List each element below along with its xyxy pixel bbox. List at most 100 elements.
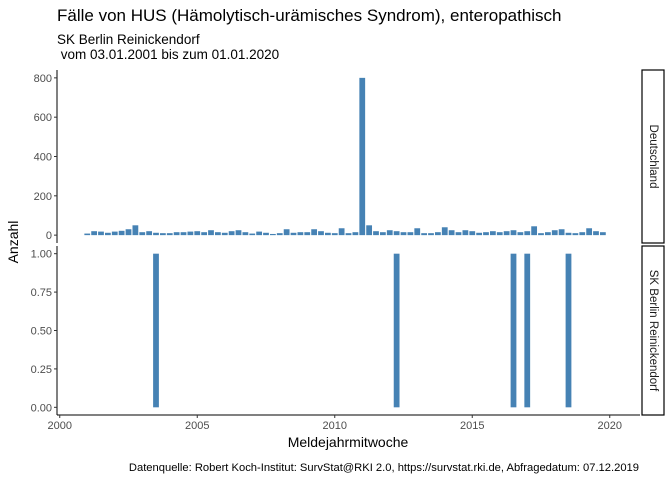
x-tick-label: 2010 [323, 420, 347, 432]
bar [593, 231, 599, 236]
bar [531, 226, 538, 236]
bar [352, 232, 359, 236]
y-tick-label: 0.25 [31, 364, 52, 376]
y-tick-label: 200 [34, 191, 52, 203]
bar [228, 231, 235, 236]
bar [400, 232, 407, 236]
bar [132, 225, 139, 236]
bar [91, 231, 98, 236]
bar [276, 233, 283, 236]
bar [434, 232, 441, 236]
bar [304, 232, 311, 236]
bar [139, 232, 146, 236]
bar [153, 253, 159, 408]
y-tick-label: 0 [46, 230, 52, 242]
bar [503, 231, 510, 236]
bar [104, 232, 111, 236]
bar [599, 232, 606, 236]
bar [208, 230, 214, 236]
bar [269, 233, 276, 236]
bar [331, 233, 338, 236]
bar [428, 233, 434, 236]
strip-box [641, 245, 665, 416]
bar [235, 230, 242, 236]
bar [249, 233, 256, 236]
bar [318, 231, 324, 236]
bar [455, 232, 462, 236]
bar [338, 228, 345, 236]
bar [489, 231, 496, 236]
bar [194, 231, 201, 236]
bar [345, 233, 352, 236]
x-axis-title: Meldejahrmitwoche [288, 434, 409, 450]
bar [476, 232, 483, 236]
bar [579, 232, 586, 236]
bar [242, 232, 249, 236]
chart-subtitle-line2: vom 03.01.2001 bis zum 01.01.2020 [57, 47, 279, 62]
bar [517, 232, 524, 236]
bar [469, 231, 476, 236]
x-tick-label: 2020 [598, 420, 622, 432]
bar [201, 232, 208, 236]
bar [311, 229, 318, 236]
bar [180, 232, 187, 236]
bar [393, 253, 400, 408]
bar [373, 231, 379, 236]
bar [84, 233, 91, 236]
x-tick-label: 2015 [460, 420, 484, 432]
bar [324, 232, 331, 236]
bar [290, 232, 297, 236]
chart-subtitle-line1: SK Berlin Reinickendorf [57, 32, 200, 47]
bar [379, 232, 386, 236]
bar [263, 232, 269, 236]
bar [153, 232, 159, 236]
bar [586, 228, 593, 236]
bar [125, 229, 132, 236]
bar [524, 231, 531, 236]
bar [572, 233, 579, 236]
bar [187, 231, 194, 236]
bar [407, 232, 414, 236]
y-tick-label: 0.00 [31, 402, 52, 414]
bar [146, 231, 153, 236]
panel-sk-berlin-reinickendorf: 0.00 0.25 0.50 0.75 1.00 SK Berlin Reinickend… [31, 245, 665, 416]
strip-box [641, 69, 665, 244]
bar [524, 253, 531, 408]
bar [118, 230, 125, 236]
bar [98, 231, 104, 236]
y-axis-title: Anzahl [5, 221, 21, 264]
bar [448, 230, 455, 236]
bar [510, 253, 517, 408]
bar [393, 231, 400, 236]
bar [544, 232, 551, 236]
bar [214, 232, 221, 236]
bar [256, 231, 263, 236]
x-axis: 2000 2005 2010 2015 2020 [48, 414, 640, 432]
bar [283, 229, 290, 236]
bar [558, 229, 565, 236]
x-tick-label: 2000 [48, 420, 72, 432]
bar [366, 225, 373, 236]
y-tick-label: 400 [34, 152, 52, 164]
bar [159, 233, 166, 236]
bar [462, 230, 469, 236]
y-tick-label: 0.75 [31, 287, 52, 299]
bar [414, 228, 421, 236]
y-tick-label: 600 [34, 112, 52, 124]
bar [359, 77, 366, 236]
y-tick-label: 0.50 [31, 326, 52, 338]
bar [565, 232, 572, 236]
bar [496, 232, 503, 236]
panel-deutschland: 0 200 400 600 800 Deutschland [34, 69, 665, 244]
bar [173, 232, 180, 236]
y-tick-label: 800 [34, 73, 52, 85]
y-tick-label: 1.00 [31, 249, 52, 261]
chart-caption: Datenquelle: Robert Koch-Institut: SurvS… [129, 462, 639, 474]
bar [441, 227, 448, 236]
bar [510, 230, 517, 236]
bar [221, 232, 228, 236]
bar [297, 232, 304, 236]
bar [538, 233, 544, 236]
strip-label: Deutschland [647, 125, 659, 189]
